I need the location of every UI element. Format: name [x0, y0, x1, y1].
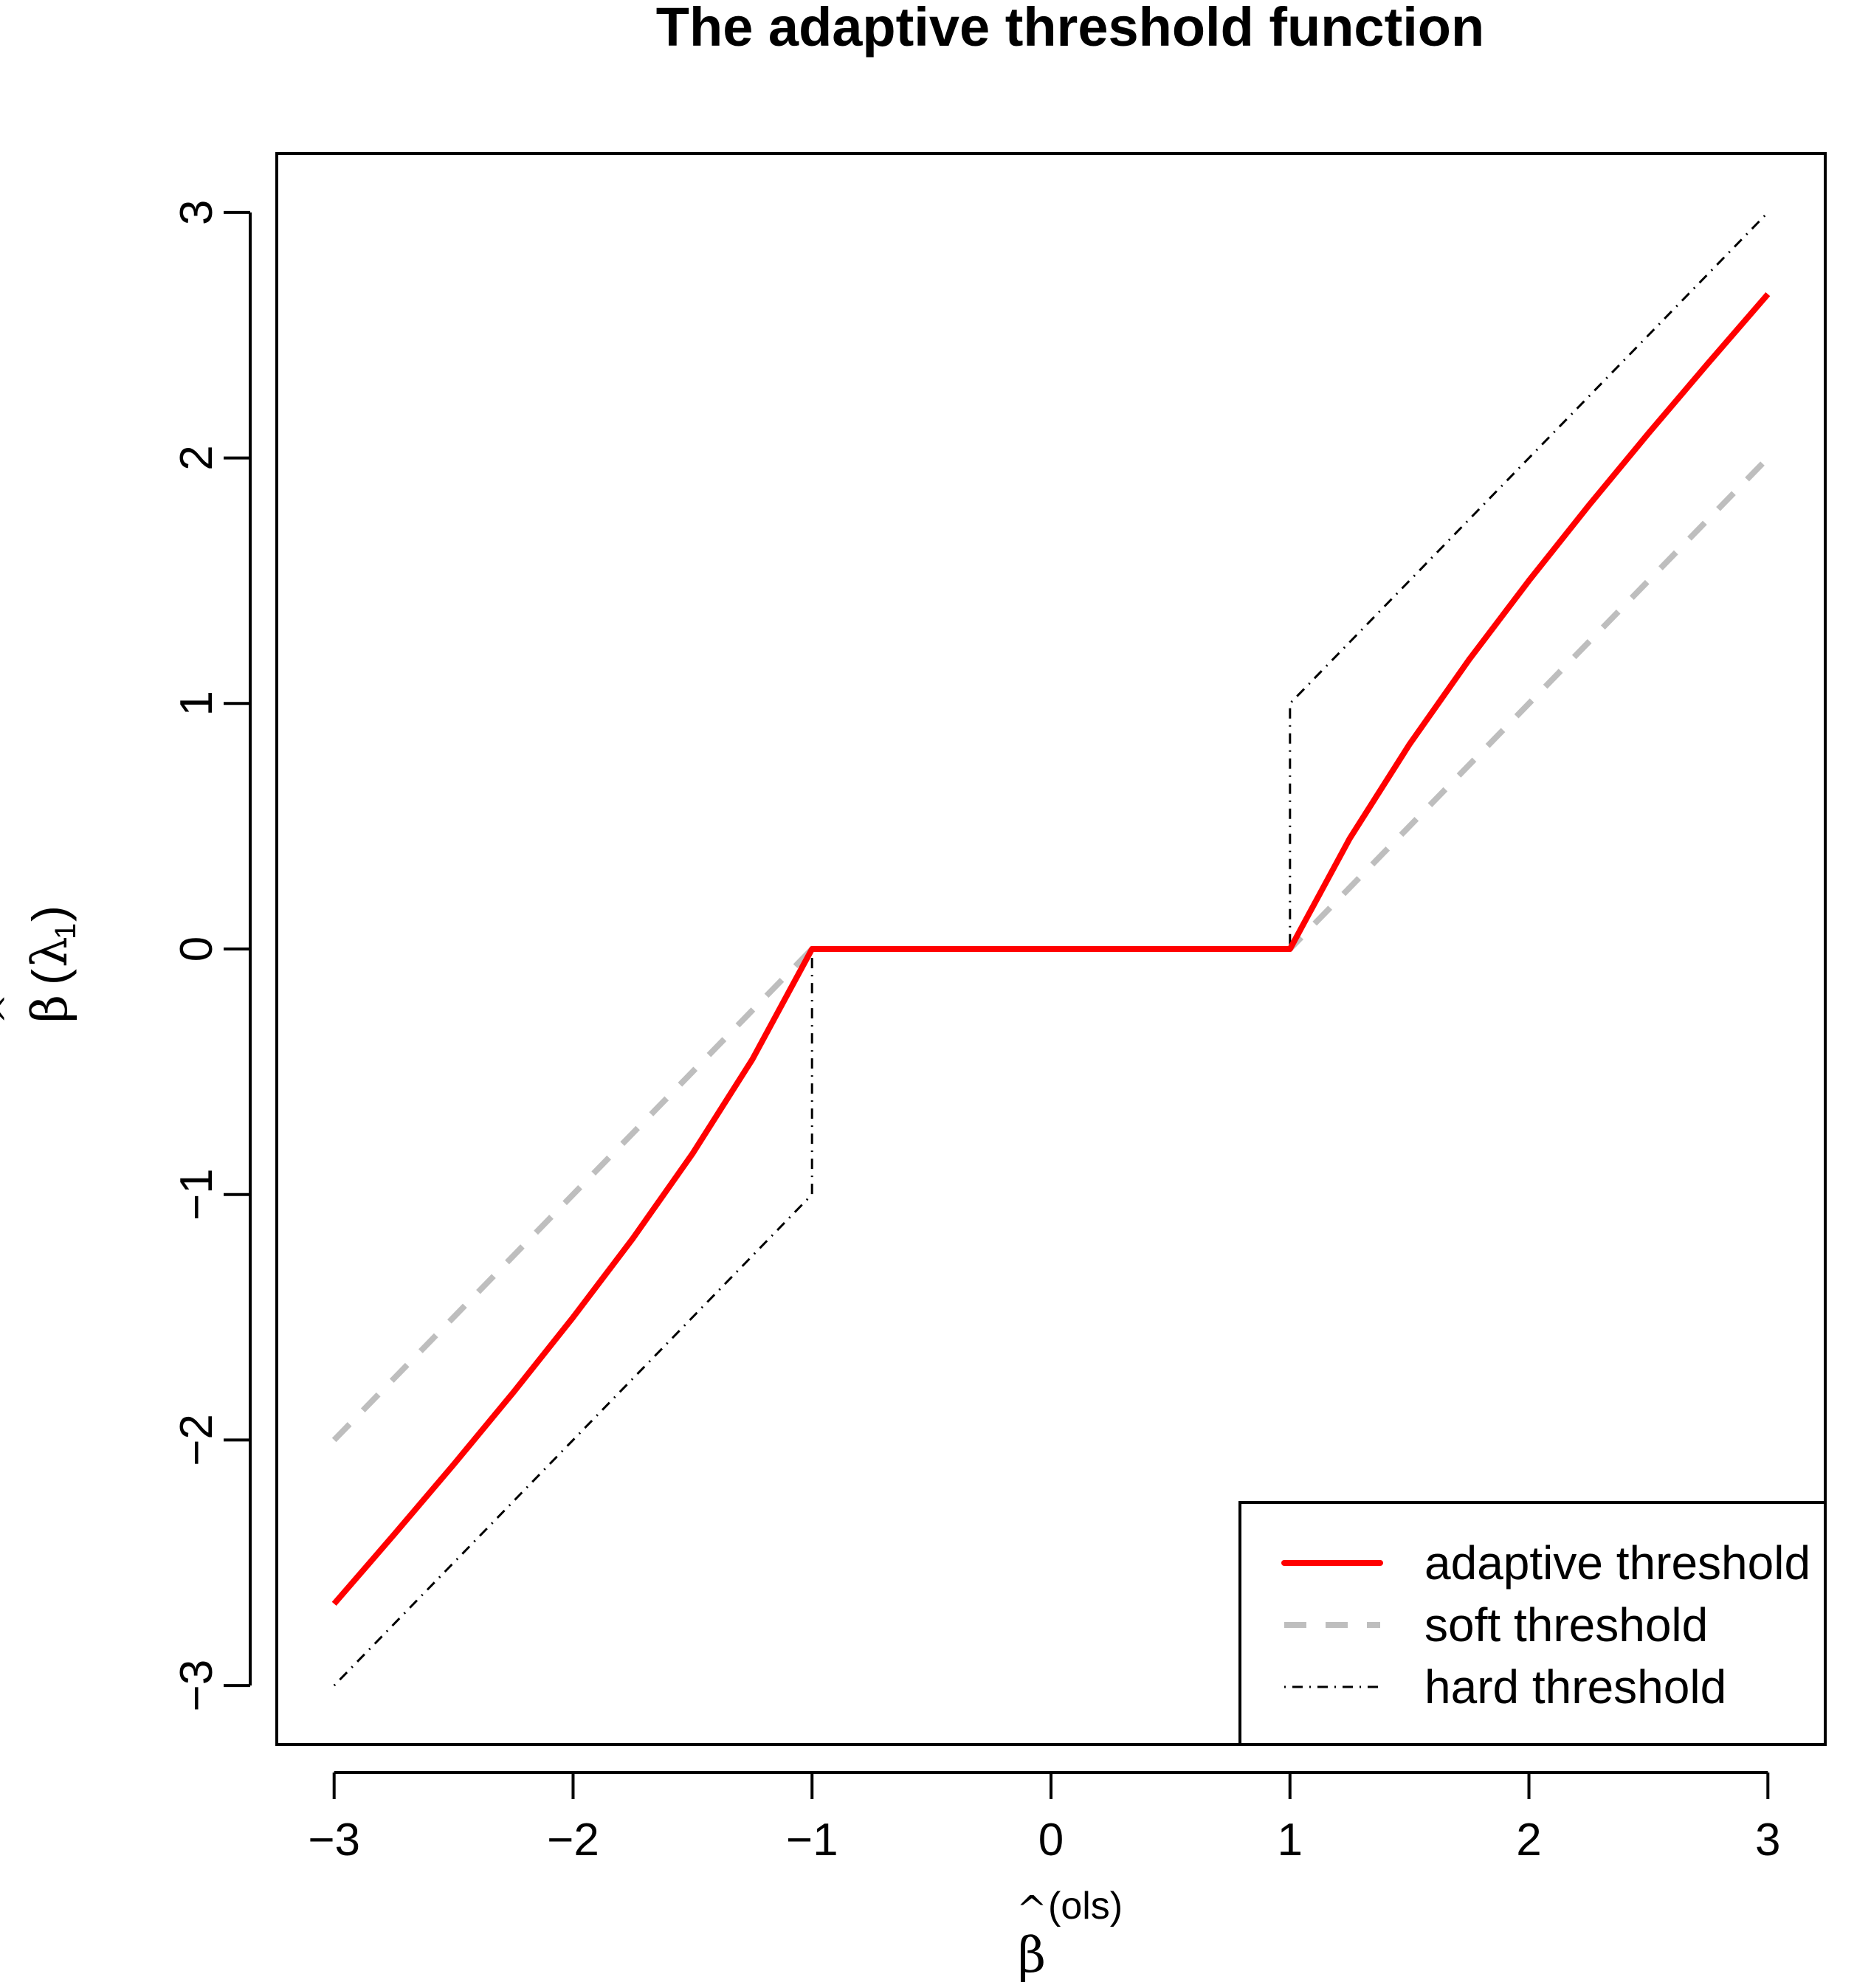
x-tick-label: 1 [1278, 1815, 1303, 1866]
svg-text:β: β [21, 995, 78, 1023]
y-tick-label: −1 [171, 1168, 222, 1221]
svg-text:λ: λ [21, 936, 78, 967]
x-tick-label: 2 [1516, 1815, 1541, 1866]
svg-text:): ) [22, 905, 77, 922]
x-tick-label: 0 [1038, 1815, 1064, 1866]
legend-label-adaptive: adaptive threshold [1424, 1536, 1810, 1590]
x-tick-label: −3 [308, 1815, 360, 1866]
svg-text:β: β [1018, 1927, 1046, 1984]
legend-label-soft: soft threshold [1424, 1598, 1708, 1652]
axes-layer: −3 −2 −1 0 1 2 3 −3 −2 −1 0 1 2 3 [171, 200, 1781, 1866]
x-tick-label: −1 [786, 1815, 838, 1866]
svg-text:^: ^ [1016, 1888, 1047, 1930]
y-tick-label: −3 [171, 1660, 222, 1712]
y-tick-label: 2 [171, 445, 222, 470]
y-tick-label: 0 [171, 936, 222, 962]
svg-text:^: ^ [0, 993, 30, 1024]
chart-title: The adaptive threshold function [656, 0, 1484, 58]
y-tick-label: 3 [171, 200, 222, 225]
x-tick-label: −2 [547, 1815, 599, 1866]
svg-text:(ols): (ols) [1048, 1885, 1123, 1927]
svg-text:(: ( [22, 969, 77, 985]
x-tick-label: 3 [1755, 1815, 1780, 1866]
x-axis-label: ^ β (ols) [1016, 1885, 1123, 1984]
series-layer [331, 211, 1771, 1687]
y-tick-label: −2 [171, 1414, 222, 1466]
y-axis-label: ^ β ( λ 1 ) [0, 905, 82, 1024]
y-tick-label: 1 [171, 691, 222, 716]
legend-label-hard: hard threshold [1424, 1660, 1726, 1713]
svg-text:1: 1 [49, 923, 82, 939]
series-line-adaptive-threshold [331, 291, 1771, 1606]
plot-frame [275, 152, 1827, 1746]
legend: adaptive threshold soft threshold hard t… [1238, 1501, 1827, 1746]
